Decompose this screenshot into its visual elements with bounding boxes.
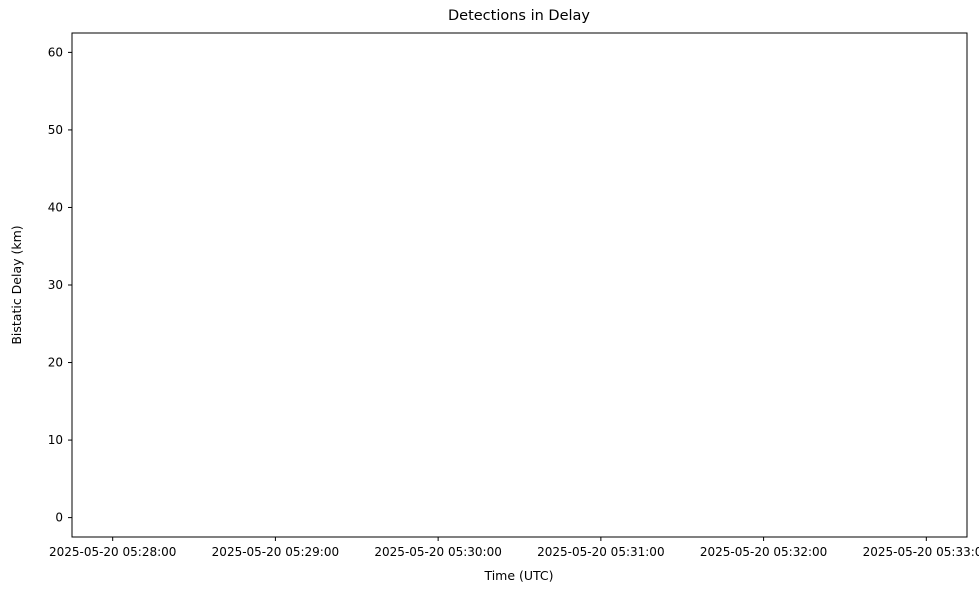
y-tick-label: 10	[48, 433, 63, 447]
x-tick-label: 2025-05-20 05:30:00	[374, 545, 501, 559]
y-tick-label: 30	[48, 278, 63, 292]
x-axis-label: Time (UTC)	[483, 568, 553, 583]
y-tick-label: 0	[55, 511, 63, 525]
x-tick-label: 2025-05-20 05:29:00	[212, 545, 339, 559]
y-tick-label: 50	[48, 123, 63, 137]
axes-box	[71, 32, 968, 538]
y-tick-label: 40	[48, 200, 63, 214]
chart-title: Detections in Delay	[448, 8, 590, 24]
y-tick-label: 60	[48, 45, 63, 59]
y-axis-label: Bistatic Delay (km)	[9, 225, 24, 344]
x-tick-label: 2025-05-20 05:31:00	[537, 545, 664, 559]
x-tick-label: 2025-05-20 05:32:00	[700, 545, 827, 559]
x-tick-label: 2025-05-20 05:28:00	[49, 545, 176, 559]
y-tick-label: 20	[48, 356, 63, 370]
x-tick-label: 2025-05-20 05:33:00	[863, 545, 979, 559]
